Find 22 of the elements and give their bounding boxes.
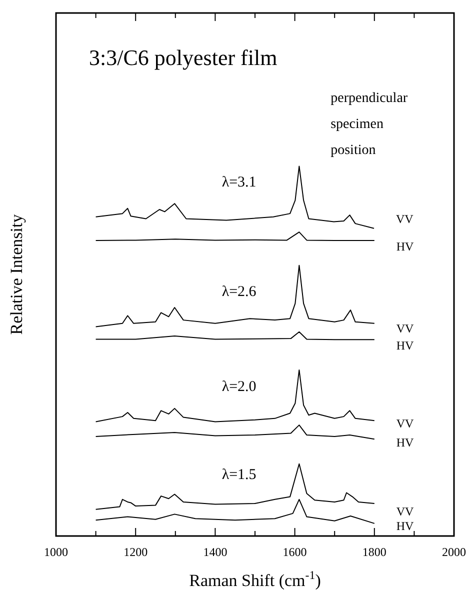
x-axis-title: Raman Shift (cm$^{-1}$) (189, 568, 321, 590)
annotation: λ=3.1 (222, 174, 256, 190)
series-label: HV (396, 338, 414, 352)
series-label: HV (396, 240, 414, 254)
annotation: λ=1.5 (222, 466, 256, 483)
series-label: VV (396, 416, 414, 431)
series-label: VV (396, 212, 414, 226)
x-tick-label: 1200 (124, 545, 148, 559)
x-tick-label: 1800 (362, 545, 386, 559)
text: perpendicular specimen position (330, 91, 408, 158)
chart-title: 3:3/C6 polyester film (89, 45, 278, 70)
annotation: λ=2.6 (222, 284, 257, 300)
series-label: VV (396, 322, 414, 336)
x-tick-label: 1000 (44, 545, 68, 559)
x-tick-label: 2000 (442, 545, 466, 559)
series-label: HV (396, 436, 414, 450)
x-tick-label: 1400 (203, 545, 228, 559)
series-label: HV (396, 519, 414, 534)
y-axis-title: Relative Intensity (7, 214, 26, 335)
annotation: λ=2.0 (222, 379, 256, 396)
x-tick-label: 1600 (282, 545, 307, 559)
series-label: VV (396, 504, 414, 518)
